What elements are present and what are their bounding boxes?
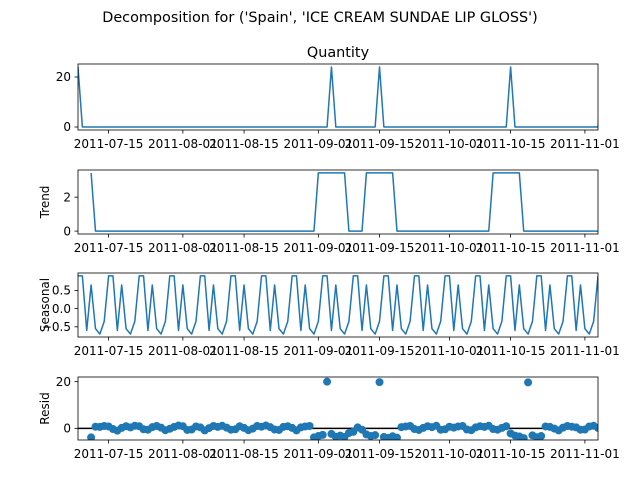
y-tick-label: −0.5 — [42, 320, 71, 334]
y-axis-label: Trend — [38, 186, 52, 220]
x-tick-label: 2011-11-01 — [550, 241, 620, 255]
x-tick-label: 2011-09-01 — [283, 137, 353, 151]
resid-point — [519, 434, 528, 440]
x-tick-label: 2011-07-15 — [74, 241, 144, 255]
resid-point — [633, 424, 640, 432]
x-tick-label: 2011-09-15 — [345, 447, 415, 461]
y-tick-label: 0 — [63, 224, 71, 238]
x-tick-label: 2011-08-15 — [209, 344, 279, 358]
resid-point — [502, 422, 511, 431]
x-tick-label: 2011-08-15 — [209, 137, 279, 151]
resid-point — [318, 430, 327, 439]
x-tick-label: 2011-09-01 — [283, 241, 353, 255]
series-line — [78, 66, 598, 128]
x-tick-label: 2011-11-01 — [550, 447, 620, 461]
resid-point — [305, 422, 314, 430]
y-tick-label: 20 — [56, 375, 71, 389]
plot-area — [78, 275, 598, 335]
resid-point — [524, 378, 533, 387]
resid-point — [371, 431, 380, 440]
series-line — [78, 275, 598, 335]
plot-area — [90, 172, 598, 232]
y-tick-label: 20 — [56, 70, 71, 84]
resid-point — [607, 422, 615, 430]
x-tick-label: 2011-10-01 — [415, 344, 485, 358]
resid-point — [537, 432, 546, 440]
x-tick-label: 2011-10-01 — [415, 241, 485, 255]
resid-point — [375, 378, 384, 387]
x-tick-label: 2011-10-01 — [415, 137, 485, 151]
resid-point — [611, 424, 619, 432]
series-line — [90, 172, 598, 232]
figure-title: Decomposition for ('Spain', 'ICE CREAM S… — [102, 10, 538, 26]
resid-point — [603, 423, 611, 431]
x-tick-label: 2011-10-15 — [476, 447, 546, 461]
y-tick-label: 2 — [63, 190, 71, 204]
x-tick-label: 2011-09-15 — [345, 137, 415, 151]
axes-frame — [77, 376, 599, 441]
panel-1: Quantity 0 20 2011-07-15 2011-08-012011-08-1… — [56, 45, 620, 151]
resid-point — [323, 377, 332, 386]
resid-point — [625, 423, 633, 431]
x-tick-label: 2011-08-15 — [209, 447, 279, 461]
y-tick-label: 0.5 — [52, 284, 71, 298]
resid-point — [616, 425, 624, 433]
plot-area — [78, 377, 640, 440]
x-tick-label: 2011-11-01 — [550, 344, 620, 358]
panel-title: Quantity — [307, 45, 370, 61]
resid-point — [620, 426, 628, 434]
axes-frame — [77, 63, 599, 131]
x-tick-label: 2011-08-01 — [148, 447, 218, 461]
axes-frame — [77, 169, 599, 235]
x-tick-label: 2011-10-15 — [476, 241, 546, 255]
x-tick-label: 2011-08-15 — [209, 241, 279, 255]
x-tick-label: 2011-09-15 — [345, 241, 415, 255]
x-tick-label: 2011-08-01 — [148, 137, 218, 151]
y-tick-label: 0 — [63, 422, 71, 436]
x-tick-label: 2011-10-15 — [476, 137, 546, 151]
x-tick-label: 2011-09-15 — [345, 344, 415, 358]
x-tick-label: 2011-08-01 — [148, 241, 218, 255]
resid-point — [392, 433, 401, 440]
x-tick-label: 2011-07-15 — [74, 447, 144, 461]
y-axis-label: Seasonal — [38, 278, 52, 332]
resid-point — [629, 422, 637, 430]
x-tick-label: 2011-07-15 — [74, 344, 144, 358]
plot-area — [78, 66, 598, 128]
x-tick-label: 2011-08-01 — [148, 344, 218, 358]
x-tick-label: 2011-09-01 — [283, 344, 353, 358]
y-tick-label: 0.0 — [52, 302, 71, 316]
x-tick-label: 2011-10-01 — [415, 447, 485, 461]
y-axis-label: Resid — [38, 392, 52, 424]
x-tick-label: 2011-07-15 — [74, 137, 144, 151]
y-tick-label: 0 — [63, 120, 71, 134]
resid-point — [598, 426, 606, 434]
resid-point — [87, 433, 96, 440]
axes-frame — [77, 272, 599, 338]
x-tick-label: 2011-11-01 — [550, 137, 620, 151]
resid-point — [594, 423, 598, 432]
x-tick-label: 2011-09-01 — [283, 447, 353, 461]
x-tick-label: 2011-10-15 — [476, 344, 546, 358]
